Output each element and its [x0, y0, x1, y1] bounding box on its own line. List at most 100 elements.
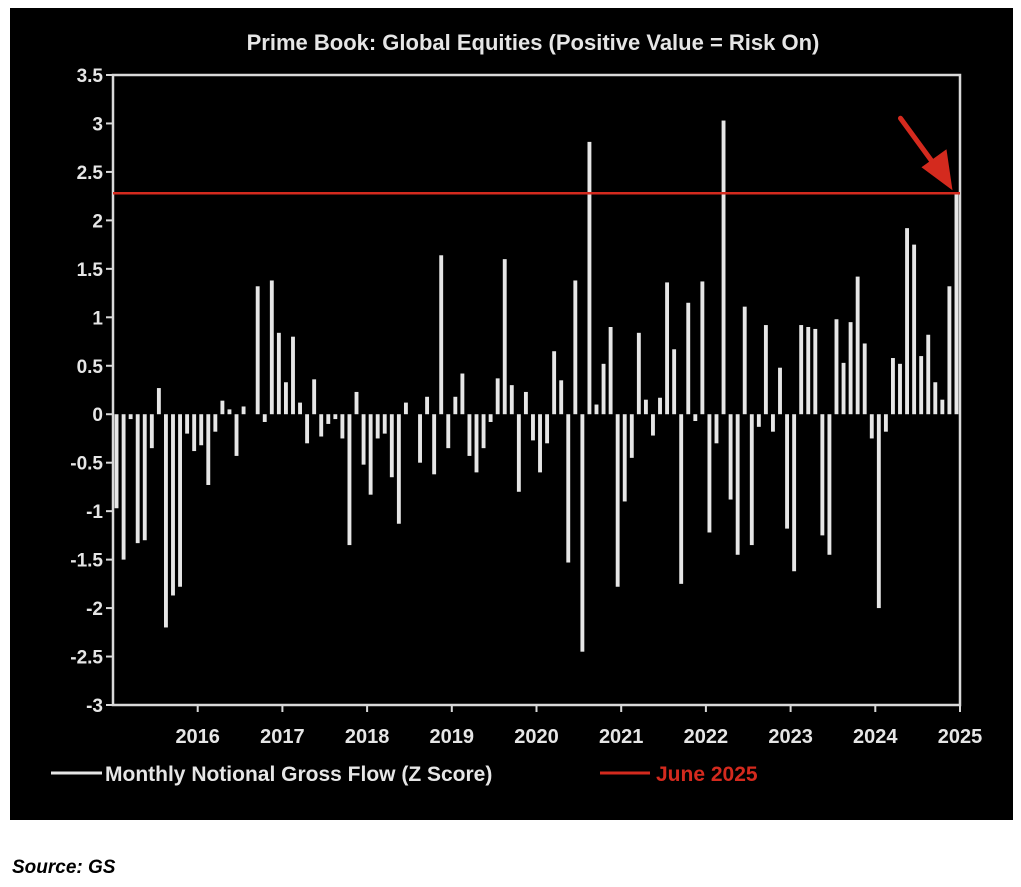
bar-series	[114, 120, 959, 652]
bar	[121, 414, 126, 560]
y-tick-label: 0.5	[77, 357, 104, 378]
bar	[580, 414, 585, 652]
bar	[622, 414, 627, 502]
bar	[841, 362, 846, 415]
bar	[439, 255, 444, 415]
bar	[735, 414, 740, 555]
x-tick-label: 2021	[599, 726, 644, 748]
bar	[432, 414, 437, 475]
bar	[926, 334, 931, 415]
y-tick-label: 1.5	[77, 260, 104, 281]
bar	[220, 400, 225, 415]
bar	[453, 396, 458, 415]
bar	[763, 325, 768, 415]
bar	[601, 363, 606, 415]
y-axis: 3.5 3 2.5 2 1.5 1 0.5 0 -0.5 -1 -1.5 -2 -2.5 -3	[70, 66, 113, 717]
y-tick-label: -2.5	[70, 648, 103, 669]
x-tick-label: 2016	[175, 726, 220, 748]
bar	[806, 327, 811, 415]
bar	[467, 414, 472, 456]
bar	[898, 363, 902, 415]
plot-frame	[111, 73, 962, 707]
bar	[933, 382, 938, 415]
bar	[700, 281, 705, 415]
x-tick-label: 2020	[514, 726, 559, 748]
bar	[368, 414, 373, 495]
bar	[206, 414, 211, 485]
bar	[312, 379, 317, 415]
bar	[276, 332, 281, 415]
bar	[178, 414, 182, 587]
x-tick-label: 2017	[260, 726, 305, 748]
bar	[587, 141, 592, 415]
x-axis: 2016 2017 2018 2019 2020 2021 2022 2023 2024 2025	[175, 705, 982, 748]
bar	[354, 391, 359, 415]
bar	[460, 373, 465, 415]
bar	[883, 414, 888, 432]
bar	[848, 322, 853, 415]
bar	[714, 414, 719, 444]
bar	[291, 336, 295, 415]
y-tick-label: 0	[92, 405, 103, 426]
x-tick-label: 2025	[938, 726, 983, 748]
y-tick-label: 2.5	[77, 163, 104, 184]
bar	[940, 399, 945, 415]
x-tick-label: 2024	[853, 726, 898, 748]
bar	[891, 358, 895, 415]
bar	[905, 228, 909, 415]
bar	[672, 349, 677, 415]
bar	[912, 244, 917, 415]
bar	[333, 414, 338, 420]
bar	[375, 414, 380, 439]
x-tick-label: 2018	[345, 726, 390, 748]
bar	[192, 414, 197, 452]
arrow-annotation	[897, 115, 953, 191]
bar	[538, 414, 542, 473]
bar	[340, 414, 345, 439]
bar	[792, 414, 797, 572]
bar	[679, 414, 684, 584]
bar	[234, 414, 239, 456]
bar	[855, 276, 860, 415]
bar	[643, 399, 648, 415]
y-tick-label: -1.5	[70, 551, 103, 572]
x-tick-label: 2023	[768, 726, 813, 748]
bar	[509, 385, 514, 415]
bar	[799, 325, 804, 415]
x-tick-label: 2022	[684, 726, 729, 748]
source-note: Source: GS	[12, 857, 116, 878]
bar	[651, 414, 655, 436]
bar	[382, 414, 387, 434]
bar	[135, 414, 140, 544]
y-tick-label: 3.5	[77, 66, 104, 87]
bar	[425, 396, 430, 415]
bar	[559, 380, 564, 415]
arrow-head	[921, 149, 953, 191]
bar	[594, 404, 599, 415]
bar	[820, 414, 825, 536]
y-tick-label: 2	[92, 211, 103, 232]
bar	[954, 193, 959, 415]
bar	[255, 286, 260, 415]
bar	[813, 328, 818, 415]
bar	[326, 414, 331, 424]
legend: Monthly Notional Gross Flow (Z Score) Ju…	[51, 763, 758, 786]
bar	[771, 414, 775, 432]
bar	[778, 367, 782, 415]
bar	[876, 414, 881, 609]
bar	[545, 414, 550, 444]
bar	[142, 414, 147, 541]
legend-label-june-2025: June 2025	[656, 763, 758, 786]
bar	[728, 414, 733, 500]
bar	[502, 259, 507, 415]
bar	[446, 414, 451, 449]
bar	[199, 414, 204, 446]
y-tick-label: -0.5	[70, 454, 103, 475]
y-tick-label: -3	[86, 696, 103, 717]
legend-label-gross-flow: Monthly Notional Gross Flow (Z Score)	[105, 763, 492, 786]
bar	[149, 414, 154, 449]
bar	[862, 343, 867, 415]
bar	[869, 414, 874, 439]
bar	[947, 286, 952, 415]
bar	[389, 414, 394, 478]
